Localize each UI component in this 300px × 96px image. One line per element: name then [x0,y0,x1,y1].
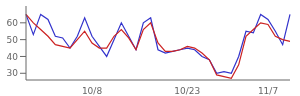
svg-text:40: 40 [8,52,18,62]
svg-text:50: 50 [8,35,18,45]
svg-text:10/8: 10/8 [82,86,102,96]
svg-text:11/7: 11/7 [258,86,278,96]
svg-text:10/23: 10/23 [174,86,200,96]
svg-text:60: 60 [8,18,18,28]
svg-text:30: 30 [8,68,18,78]
